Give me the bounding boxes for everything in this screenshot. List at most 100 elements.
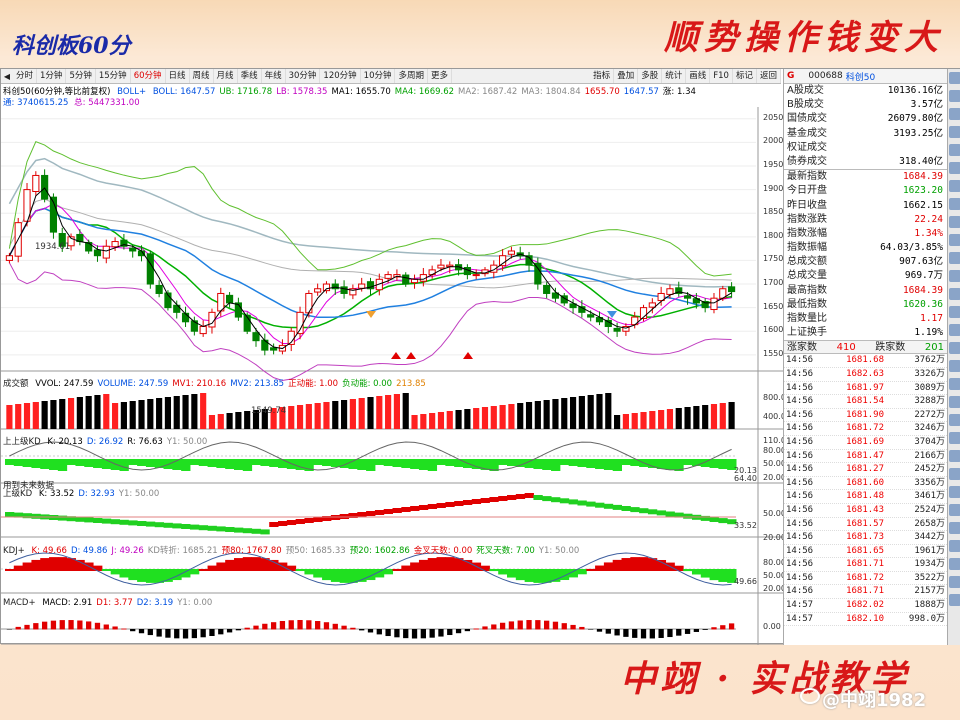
kd2-band bbox=[674, 512, 684, 518]
index-stat-value-5: 64.03/3.85% bbox=[880, 242, 943, 254]
side-tool-icon-29[interactable] bbox=[949, 594, 960, 606]
macd-bar bbox=[667, 629, 673, 638]
side-tool-icon-3[interactable] bbox=[949, 126, 960, 138]
index-stat-row-2: 昨日收盘 1662.15 bbox=[784, 199, 947, 213]
period-tab-11[interactable]: 120分钟 bbox=[320, 69, 361, 83]
volume-bar bbox=[473, 408, 480, 429]
tool-button-6[interactable]: 标记 bbox=[733, 69, 757, 83]
kd1-band bbox=[57, 459, 68, 471]
macd-bar bbox=[270, 622, 277, 630]
side-tool-icon-0[interactable] bbox=[949, 72, 960, 84]
vol-pane-name[interactable]: 成交额 bbox=[3, 379, 29, 389]
volume-bar bbox=[728, 402, 735, 429]
period-tab-13[interactable]: 多周期 bbox=[395, 69, 428, 83]
period-tab-14[interactable]: 更多 bbox=[428, 69, 453, 83]
kd1-band bbox=[330, 459, 341, 467]
tool-button-7[interactable]: 返回 bbox=[757, 69, 781, 83]
side-tool-icon-1[interactable] bbox=[949, 90, 960, 102]
kd1-pane-name[interactable]: 上上级KD bbox=[3, 437, 41, 447]
tool-button-1[interactable]: 叠加 bbox=[614, 69, 639, 83]
macd-bar bbox=[306, 620, 312, 630]
boll-lower-line bbox=[8, 262, 732, 381]
volume-bar bbox=[182, 395, 189, 429]
kdj-band bbox=[198, 568, 209, 571]
side-tool-icon-18[interactable] bbox=[949, 396, 960, 408]
kd1-band bbox=[595, 459, 605, 469]
side-tool-icon-28[interactable] bbox=[949, 576, 960, 588]
side-tool-icon-25[interactable] bbox=[949, 522, 960, 534]
tool-button-4[interactable]: 画线 bbox=[686, 69, 711, 83]
macd-pane-name[interactable]: MACD+ bbox=[3, 598, 36, 608]
period-tab-8[interactable]: 季线 bbox=[238, 69, 262, 83]
kdj-band bbox=[524, 569, 534, 582]
tick-time: 14:56 bbox=[786, 409, 814, 420]
period-tab-0[interactable]: 分时 bbox=[13, 69, 38, 83]
price-axis-label-10: 1550 bbox=[763, 348, 784, 358]
side-tool-icon-14[interactable] bbox=[949, 324, 960, 336]
side-tool-icon-8[interactable] bbox=[949, 216, 960, 228]
candle-body bbox=[490, 264, 498, 273]
period-tab-2[interactable]: 5分钟 bbox=[66, 69, 96, 83]
side-tool-icon-7[interactable] bbox=[949, 198, 960, 210]
side-tool-icon-23[interactable] bbox=[949, 486, 960, 498]
tool-button-2[interactable]: 多股 bbox=[638, 69, 663, 83]
side-tool-icon-2[interactable] bbox=[949, 108, 960, 120]
side-tool-icon-22[interactable] bbox=[949, 468, 960, 480]
side-tool-icon-4[interactable] bbox=[949, 144, 960, 156]
kdj-pane-name[interactable]: KDJ+ bbox=[3, 546, 25, 556]
tool-button-0[interactable]: 指标 bbox=[590, 69, 615, 83]
side-tool-icon-10[interactable] bbox=[949, 252, 960, 264]
index-stat-row-7: 总成交量 969.7万 bbox=[784, 269, 947, 283]
turnover-row-2: 国债成交 26079.80亿 bbox=[784, 112, 947, 126]
quote-name[interactable]: 科创50 bbox=[845, 72, 876, 83]
side-tool-icon-27[interactable] bbox=[949, 558, 960, 570]
kd2-pane-name[interactable]: 上级KD bbox=[3, 489, 33, 499]
kdj-axis-50: 50.00 bbox=[763, 571, 786, 580]
period-tab-1[interactable]: 1分钟 bbox=[37, 69, 67, 83]
quote-g-label: G bbox=[787, 71, 795, 81]
period-tab-10[interactable]: 30分钟 bbox=[286, 69, 321, 83]
tool-button-3[interactable]: 统计 bbox=[662, 69, 687, 83]
kdj-band bbox=[683, 569, 693, 572]
side-tool-icon-5[interactable] bbox=[949, 162, 960, 174]
side-tool-icon-12[interactable] bbox=[949, 288, 960, 300]
period-tab-6[interactable]: 周线 bbox=[190, 69, 214, 83]
chart-area[interactable]: 2050 2000 1950 1900 1850 1800 1750 1700 1650 1600… bbox=[1, 107, 791, 646]
side-tool-icon-16[interactable] bbox=[949, 360, 960, 372]
kdj-band bbox=[57, 557, 68, 571]
nav-left-icon[interactable]: ◀ bbox=[3, 71, 11, 81]
price-chart-svg[interactable] bbox=[1, 107, 783, 646]
vol-item-3: MV2: 213.85 bbox=[230, 379, 285, 389]
volume-bar bbox=[76, 397, 83, 429]
side-tool-icon-11[interactable] bbox=[949, 270, 960, 282]
side-tool-icon-9[interactable] bbox=[949, 234, 960, 246]
side-tool-icon-24[interactable] bbox=[949, 504, 960, 516]
kdj-band bbox=[436, 557, 446, 571]
tool-button-5[interactable]: F10 bbox=[710, 69, 733, 83]
kdj-band bbox=[137, 569, 147, 582]
candle-body bbox=[120, 239, 128, 247]
period-tab-9[interactable]: 年线 bbox=[262, 69, 286, 83]
macd-bar bbox=[15, 626, 21, 630]
candle-body bbox=[41, 174, 49, 200]
side-tool-icon-17[interactable] bbox=[949, 378, 960, 390]
tick-list[interactable]: 14:56 1681.68 3762万 14:56 1682.63 3326万 14:56 1… bbox=[784, 354, 947, 627]
side-tool-icon-20[interactable] bbox=[949, 432, 960, 444]
period-tab-4[interactable]: 60分钟 bbox=[131, 69, 166, 83]
turnover-value-3: 3193.25亿 bbox=[893, 127, 943, 139]
side-tool-icon-15[interactable] bbox=[949, 342, 960, 354]
kd2-band bbox=[727, 519, 737, 525]
kd1-band bbox=[427, 459, 438, 471]
boll-item-2: LB: 1578.35 bbox=[276, 87, 328, 96]
period-tab-3[interactable]: 15分钟 bbox=[96, 69, 131, 83]
boll-name[interactable]: BOLL+ bbox=[117, 87, 147, 96]
side-tool-icon-21[interactable] bbox=[949, 450, 960, 462]
side-tool-icon-13[interactable] bbox=[949, 306, 960, 318]
side-tool-icon-6[interactable] bbox=[949, 180, 960, 192]
index-stat-label-1: 今日开盘 bbox=[787, 185, 827, 197]
side-tool-icon-26[interactable] bbox=[949, 540, 960, 552]
period-tab-7[interactable]: 月线 bbox=[214, 69, 238, 83]
period-tab-12[interactable]: 10分钟 bbox=[361, 69, 396, 83]
period-tab-5[interactable]: 日线 bbox=[166, 69, 190, 83]
side-tool-icon-19[interactable] bbox=[949, 414, 960, 426]
